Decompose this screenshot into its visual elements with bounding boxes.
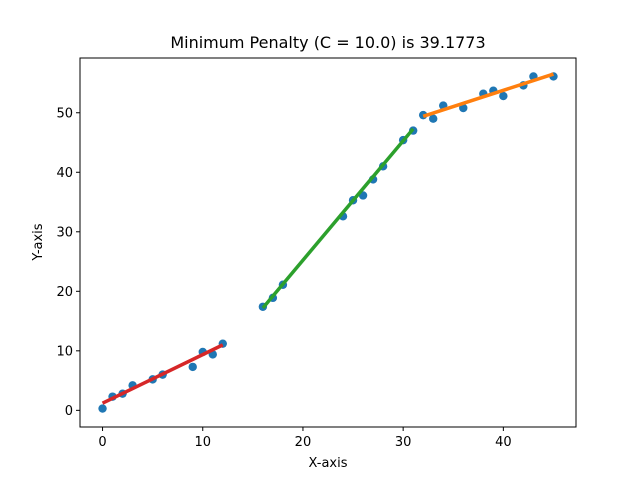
scatter-point xyxy=(188,362,197,372)
y-tick-label: 20 xyxy=(56,285,73,300)
y-axis-label: Y-axis xyxy=(31,223,46,261)
plot-frame xyxy=(79,57,577,428)
scatter-point xyxy=(98,404,107,413)
chart-title: Minimum Penalty (C = 10.0) is 39.1773 xyxy=(170,33,485,52)
fit-segment-1 xyxy=(101,343,224,405)
x-tick-label: 40 xyxy=(495,435,512,450)
fit-segment-3 xyxy=(422,72,554,118)
x-tick-label: 10 xyxy=(194,435,211,450)
scatter-point xyxy=(499,91,508,101)
plot-content xyxy=(98,72,558,413)
y-tick-label: 40 xyxy=(56,166,73,181)
fit-segment-2 xyxy=(261,127,415,310)
y-tick-label: 30 xyxy=(56,225,73,240)
scatter-point xyxy=(459,103,468,113)
scatter-point xyxy=(429,114,438,123)
y-tick-label: 0 xyxy=(65,404,73,419)
x-tick-label: 30 xyxy=(395,435,412,450)
x-axis-label: X-axis xyxy=(309,456,348,471)
y-tick-label: 10 xyxy=(56,344,73,359)
x-tick-label: 0 xyxy=(98,435,106,450)
x-tick-label: 20 xyxy=(295,435,312,450)
y-tick-label: 50 xyxy=(56,106,73,121)
x-axis-ticks: 0 10 20 30 40 xyxy=(98,427,512,450)
y-axis-ticks: 0 10 20 30 40 50 xyxy=(56,106,80,419)
